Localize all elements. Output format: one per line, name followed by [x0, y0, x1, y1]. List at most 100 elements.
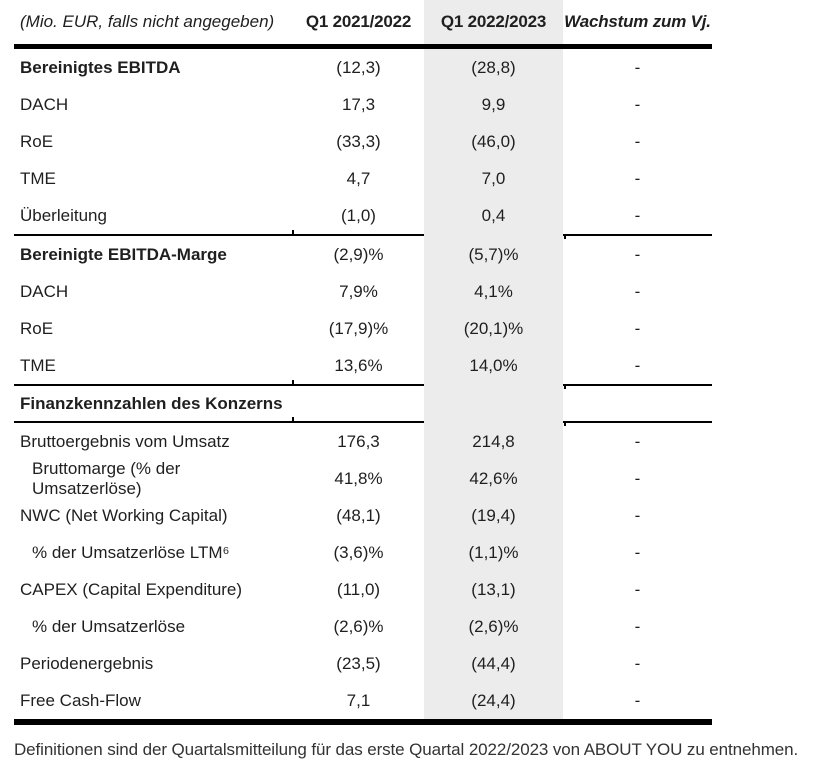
table-row: Free Cash-Flow 7,1 (24,4) -: [14, 682, 712, 719]
metric-label: Bruttomarge (% der Umsatzerlöse): [32, 458, 181, 498]
value-q1-2022-2023: (13,1): [424, 571, 563, 608]
table-row: TME 13,6% 14,0% -: [14, 347, 712, 384]
column-header-q1-2021-2022: Q1 2021/2022: [305, 12, 412, 31]
value-growth: -: [634, 94, 641, 114]
value-q1-2022-2023: 214,8: [424, 423, 563, 460]
value-growth: -: [634, 653, 641, 673]
value-growth: -: [634, 131, 641, 151]
value-q1-2021-2022: 4,7: [346, 168, 371, 188]
value-q1-2021-2022: 17,3: [341, 94, 376, 114]
table-row: Bruttomarge (% der Umsatzerlöse) 41,8% 4…: [14, 458, 712, 498]
value-q1-2022-2023: 9,9: [424, 86, 563, 123]
table-row: DACH 17,3 9,9 -: [14, 86, 712, 123]
metric-label: CAPEX (Capital Expenditure): [20, 579, 243, 599]
table-row: Bereinigte EBITDA-Marge (2,9)% (5,7)% -: [14, 236, 712, 273]
table-row: Bruttoergebnis vom Umsatz 176,3 214,8 -: [14, 423, 712, 460]
value-q1-2022-2023: (28,8): [424, 49, 563, 86]
section-divider: [14, 417, 712, 426]
value-q1-2022-2023: 7,0: [424, 160, 563, 197]
table-row: RoE (33,3) (46,0) -: [14, 123, 712, 160]
metric-label: % der Umsatzerlöse: [32, 616, 186, 636]
value-growth: -: [634, 579, 641, 599]
header-rule: [14, 44, 712, 49]
table-row: DACH 7,9% 4,1% -: [14, 273, 712, 310]
table-header-row: (Mio. EUR, falls nicht angegeben) Q1 202…: [14, 0, 712, 44]
value-growth: -: [634, 57, 641, 77]
value-q1-2021-2022: (17,9)%: [328, 318, 389, 338]
metric-label: Bereinigtes EBITDA: [20, 57, 181, 77]
value-growth: -: [634, 318, 641, 338]
value-q1-2022-2023: 0,4: [424, 197, 563, 234]
value-q1-2021-2022: 13,6%: [334, 355, 383, 375]
value-q1-2022-2023: 14,0%: [424, 347, 563, 384]
value-q1-2021-2022: 7,9%: [339, 281, 378, 301]
value-growth: -: [634, 168, 641, 188]
value-q1-2022-2023: (24,4): [424, 682, 563, 719]
section-title: Finanzkennzahlen des Konzerns: [20, 393, 283, 413]
metric-label: NWC (Net Working Capital): [20, 505, 228, 525]
table-row: Periodenergebnis (23,5) (44,4) -: [14, 645, 712, 682]
table-row: % der Umsatzerlöse LTM⁶ (3,6)% (1,1)% -: [14, 534, 712, 571]
table-row: % der Umsatzerlöse (2,6)% (2,6)% -: [14, 608, 712, 645]
value-q1-2022-2023: (44,4): [424, 645, 563, 682]
metric-label: Bereinigte EBITDA-Marge: [20, 244, 227, 264]
value-q1-2021-2022: 7,1: [346, 690, 371, 710]
metric-label: % der Umsatzerlöse LTM⁶: [32, 542, 230, 562]
table-row: TME 4,7 7,0 -: [14, 160, 712, 197]
value-q1-2022-2023: 4,1%: [424, 273, 563, 310]
value-q1-2021-2022: (2,9)%: [333, 244, 384, 264]
metric-label: Free Cash-Flow: [20, 690, 141, 710]
value-q1-2021-2022: (48,1): [336, 505, 381, 525]
value-growth: -: [634, 244, 641, 264]
metric-label: Überleitung: [20, 205, 107, 225]
metric-label: RoE: [20, 318, 54, 338]
value-growth: -: [634, 205, 641, 225]
value-q1-2022-2023: (20,1)%: [424, 310, 563, 347]
table-row: Bereinigtes EBITDA (12,3) (28,8) -: [14, 49, 712, 86]
value-q1-2022-2023: 42,6%: [424, 460, 563, 497]
value-q1-2022-2023: (5,7)%: [424, 236, 563, 273]
value-q1-2021-2022: (1,0): [341, 205, 376, 225]
value-q1-2021-2022: (2,6)%: [333, 616, 384, 636]
value-growth: -: [634, 281, 641, 301]
definitions-footnote: Definitionen sind der Quartalsmitteilung…: [14, 740, 799, 759]
value-growth: -: [634, 616, 641, 636]
metric-label: Periodenergebnis: [20, 653, 154, 673]
value-q1-2022-2023: (19,4): [424, 497, 563, 534]
financials-table: (Mio. EUR, falls nicht angegeben) Q1 202…: [14, 0, 712, 725]
metric-label: DACH: [20, 94, 69, 114]
table-row: RoE (17,9)% (20,1)% -: [14, 310, 712, 347]
value-q1-2021-2022: (33,3): [336, 131, 381, 151]
section-divider: [14, 230, 712, 239]
value-q1-2021-2022: 41,8%: [334, 468, 383, 488]
value-q1-2022-2023: (46,0): [424, 123, 563, 160]
metric-label: TME: [20, 355, 56, 375]
value-growth: -: [634, 431, 641, 451]
value-q1-2022-2023: (2,6)%: [424, 608, 563, 645]
value-q1-2021-2022: (12,3): [336, 57, 381, 77]
value-growth: -: [634, 468, 641, 488]
unit-note: (Mio. EUR, falls nicht angegeben): [20, 12, 275, 31]
table-row: Überleitung (1,0) 0,4 -: [14, 197, 712, 234]
column-header-q1-2022-2023: Q1 2022/2023: [424, 0, 563, 44]
value-q1-2021-2022: (11,0): [336, 579, 381, 599]
table-row: CAPEX (Capital Expenditure) (11,0) (13,1…: [14, 571, 712, 608]
table-bottom-rule: [14, 719, 712, 725]
value-q1-2021-2022: (23,5): [336, 653, 381, 673]
metric-label: TME: [20, 168, 56, 188]
section-header-row: Finanzkennzahlen des Konzerns: [14, 386, 712, 421]
value-q1-2022-2023: (1,1)%: [424, 534, 563, 571]
value-growth: -: [634, 690, 641, 710]
value-q1-2021-2022: 176,3: [337, 431, 380, 451]
value-growth: -: [634, 542, 641, 562]
value-q1-2022-2023: [424, 386, 563, 421]
metric-label: DACH: [20, 281, 69, 301]
table-row: NWC (Net Working Capital) (48,1) (19,4) …: [14, 497, 712, 534]
column-header-growth: Wachstum zum Vj.: [564, 12, 711, 31]
value-growth: -: [634, 505, 641, 525]
section-divider: [14, 380, 712, 389]
value-q1-2021-2022: (3,6)%: [333, 542, 384, 562]
value-growth: -: [634, 355, 641, 375]
metric-label: RoE: [20, 131, 54, 151]
